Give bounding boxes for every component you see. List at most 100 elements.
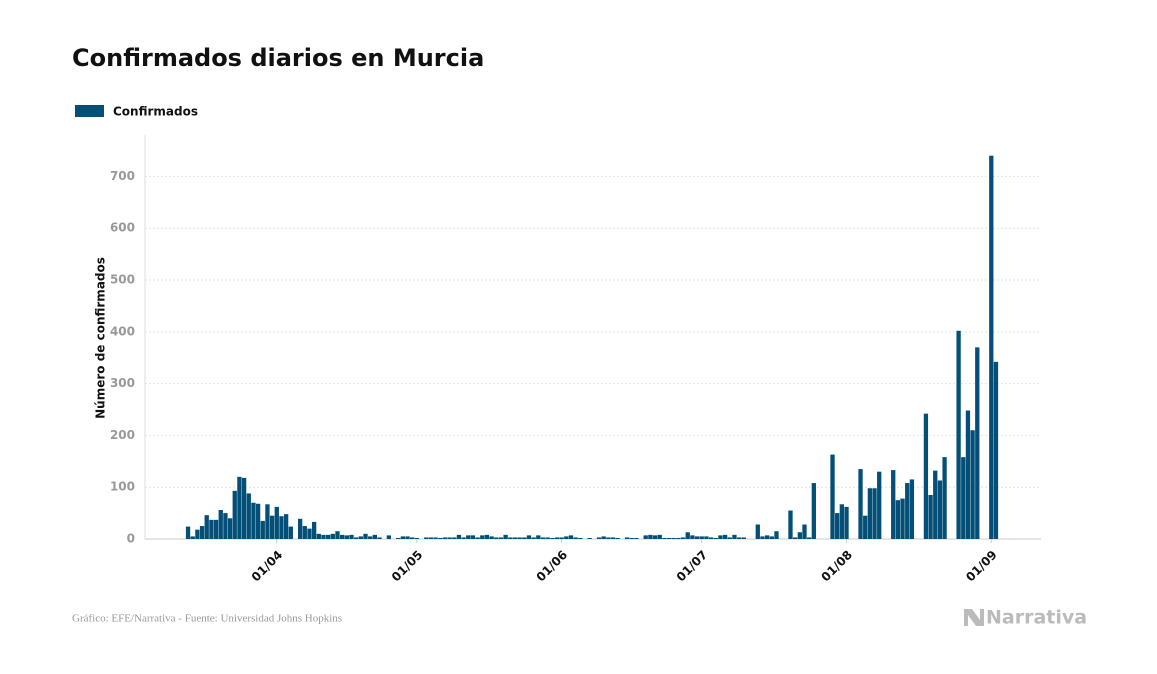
bar [905, 483, 910, 539]
bar [676, 537, 681, 539]
brand-logo: Narrativa [964, 607, 1087, 629]
bar [989, 155, 994, 539]
bar [372, 534, 377, 539]
y-tick-label: 500 [110, 273, 135, 287]
bar [993, 361, 999, 539]
bar [185, 526, 191, 539]
bar [344, 535, 349, 539]
bar [536, 535, 541, 539]
bar [793, 537, 798, 539]
bar [671, 537, 676, 539]
bar [358, 536, 363, 539]
bar [195, 529, 200, 539]
legend-swatch [75, 105, 104, 117]
bar [363, 533, 368, 539]
bar [764, 535, 770, 539]
bar [624, 537, 630, 539]
bar [190, 536, 195, 539]
bar [788, 510, 793, 539]
bar [564, 536, 569, 539]
bar [694, 536, 700, 539]
x-tick-label: 01/07 [674, 548, 711, 585]
bar [251, 502, 256, 539]
bar [368, 536, 373, 539]
y-tick-label: 300 [110, 376, 135, 390]
bar [480, 535, 485, 539]
bar [769, 536, 774, 539]
bar [923, 413, 929, 539]
bar [526, 535, 532, 539]
x-tick-label: 01/08 [818, 548, 855, 585]
bar [970, 430, 975, 539]
bar [956, 330, 961, 539]
bar [288, 526, 293, 539]
y-tick-label: 0 [127, 532, 135, 546]
bar [877, 471, 882, 539]
bar [199, 526, 205, 539]
bar [340, 534, 345, 539]
bar [494, 537, 499, 539]
bar [685, 532, 690, 539]
bar [428, 537, 434, 539]
bar [414, 537, 420, 539]
bar [895, 500, 901, 539]
bar [377, 537, 382, 539]
bar [517, 537, 522, 539]
bar [708, 537, 714, 539]
bar [601, 536, 606, 539]
bar [405, 536, 410, 539]
bar [872, 488, 877, 539]
bar [648, 534, 653, 539]
bar [835, 513, 840, 539]
bar [713, 537, 718, 539]
bar [844, 506, 849, 539]
bar [475, 537, 480, 539]
bar [503, 534, 508, 539]
bar [760, 536, 765, 539]
bar [975, 347, 980, 539]
y-tick-label: 100 [110, 480, 135, 494]
bar [232, 490, 237, 539]
bar [354, 537, 359, 539]
bar [269, 515, 275, 539]
bar [722, 534, 728, 539]
bar [227, 518, 233, 539]
bar [396, 537, 401, 539]
y-tick-label: 700 [110, 169, 135, 183]
bar [265, 504, 270, 539]
y-tick-label: 400 [110, 324, 135, 338]
bar [802, 524, 807, 539]
bar [223, 513, 228, 539]
bar [213, 519, 219, 539]
bar [335, 531, 340, 539]
bar [489, 536, 494, 539]
bar [811, 483, 816, 539]
y-tick-label: 600 [110, 221, 135, 235]
y-axis-label: Número de confirmados [94, 257, 108, 419]
bar [386, 535, 392, 539]
bar [858, 469, 863, 539]
bar [596, 537, 602, 539]
y-tick-label: 200 [110, 428, 135, 442]
bar [732, 534, 737, 539]
bar [573, 537, 578, 539]
bar [326, 534, 331, 539]
bar [587, 537, 592, 539]
bar [568, 535, 574, 539]
bar [540, 537, 546, 539]
bar [438, 537, 443, 539]
brand-icon [964, 609, 984, 626]
x-tick-label: 01/09 [963, 548, 1000, 585]
bar [498, 537, 504, 539]
bar [204, 515, 209, 539]
bar [741, 537, 746, 539]
bar [545, 537, 550, 539]
bar [447, 537, 452, 539]
bar [615, 537, 620, 539]
bar [704, 536, 709, 539]
bar [410, 537, 415, 539]
bar [909, 479, 915, 539]
bar [330, 533, 335, 539]
chart-title: Confirmados diarios en Murcia [72, 44, 484, 72]
bar [218, 509, 223, 539]
